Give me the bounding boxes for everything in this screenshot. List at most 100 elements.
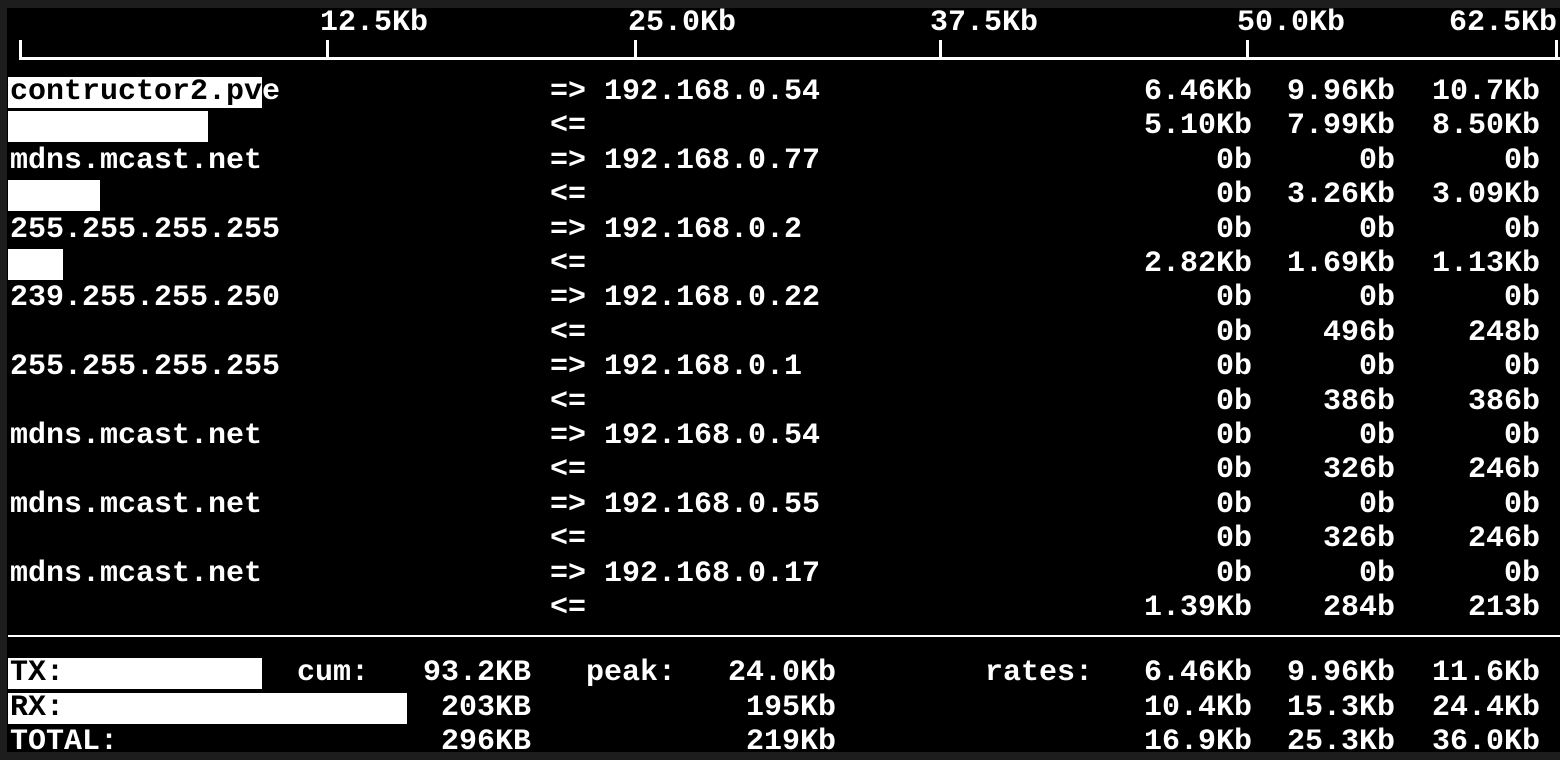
rate-10s: 0b [1358, 557, 1395, 591]
rate-10s: 0b [1358, 350, 1395, 384]
connection-row: mdns.mcast.net => 192.168.0.54 0b 0b 0b [0, 419, 1560, 454]
host-label: 255.255.255.255 [10, 350, 281, 384]
rate-2s: 0b [1215, 419, 1252, 453]
peer-ip: 192.168.0.55 [604, 488, 821, 522]
rate-40s: 213b [1467, 591, 1540, 625]
connection-row: 255.255.255.255 => 192.168.0.1 0b 0b 0b [0, 350, 1560, 385]
peer-ip: 192.168.0.22 [604, 281, 821, 315]
rate-2s: 0b [1215, 488, 1252, 522]
rate-40s: 36.0Kb [1431, 725, 1540, 759]
rate-10s: 0b [1358, 213, 1395, 247]
rate-2s: 5.10Kb [1143, 109, 1252, 143]
direction-arrow: => [550, 350, 587, 384]
rate-10s: 3.26Kb [1286, 178, 1395, 212]
rate-10s: 386b [1322, 385, 1395, 419]
peak-value: 195Kb [745, 691, 836, 725]
rate-40s: 1.13Kb [1431, 247, 1540, 281]
traffic-bar: contructor2.pve=>192.168.0.546.46Kb9.96K… [8, 77, 262, 108]
direction-arrow: => [550, 488, 587, 522]
rate-40s: 3.09Kb [1431, 178, 1540, 212]
rates-label: rates: [985, 656, 1094, 690]
rate-2s: 0b [1215, 522, 1252, 556]
rate-10s: 326b [1322, 453, 1395, 487]
connection-row: mdns.mcast.net => 192.168.0.55 0b 0b 0b [0, 488, 1560, 523]
scale-label: 50.0Kb [1237, 6, 1346, 40]
rate-10s: 25.3Kb [1286, 725, 1395, 759]
rate-10s: 7.99Kb [1286, 109, 1395, 143]
scale-label: 12.5Kb [320, 6, 429, 40]
direction-arrow: <= [550, 453, 587, 487]
terminal-background [7, 8, 1560, 752]
ruler-tick [634, 40, 637, 58]
rate-40s: 0b [1503, 350, 1540, 384]
host-label: mdns.mcast.net [10, 419, 263, 453]
cum-label: cum: [297, 656, 370, 690]
rate-40s: 0b [1503, 419, 1540, 453]
summary-row: RX:203KB195Kb10.4Kb15.3Kb24.4KbRX:203KB1… [0, 691, 1560, 726]
host-label: mdns.mcast.net [10, 557, 263, 591]
ruler-tick [939, 40, 942, 58]
rate-40s: 0b [1503, 144, 1540, 178]
host-label: 255.255.255.255 [10, 213, 281, 247]
rate-40s: 0b [1503, 488, 1540, 522]
direction-arrow: => [550, 213, 587, 247]
connection-row: contructor2.pve => 192.168.0.54 6.46Kb 9.96K… [0, 75, 1560, 110]
direction-arrow: <= [550, 591, 587, 625]
ruler-tick [19, 40, 22, 58]
rate-2s: 0b [1215, 213, 1252, 247]
rate-40s: 386b [1467, 385, 1540, 419]
rate-40s: 10.7Kb [1431, 75, 1540, 109]
peer-ip: 192.168.0.2 [604, 213, 803, 247]
peer-ip: 192.168.0.1 [604, 350, 803, 384]
scale-label: 25.0Kb [628, 6, 737, 40]
summary-separator-line [8, 635, 1560, 637]
connection-row: <= 0b 326b 246b [0, 522, 1560, 557]
peak-label: peak: [586, 656, 677, 690]
rate-2s: 0b [1215, 385, 1252, 419]
direction-arrow: <= [550, 522, 587, 556]
rate-2s: 1.39Kb [1143, 591, 1252, 625]
rate-2s: 6.46Kb [1143, 656, 1252, 690]
connection-row: 255.255.255.255 => 192.168.0.2 0b 0b 0b [0, 213, 1560, 248]
connection-row: <= 1.39Kb 284b 213b [0, 591, 1560, 626]
rate-40s: 0b [1503, 281, 1540, 315]
ruler-tick [1555, 40, 1558, 58]
cum-value: 93.2KB [422, 656, 531, 690]
rate-40s: 11.6Kb [1431, 656, 1540, 690]
connection-row: mdns.mcast.net => 192.168.0.17 0b 0b 0b [0, 557, 1560, 592]
summary-label: TX: [10, 658, 65, 689]
direction-arrow: => [550, 557, 587, 591]
rate-10s: 0b [1358, 144, 1395, 178]
rate-2s: 16.9Kb [1143, 725, 1252, 759]
scale-label: 62.5Kb [1449, 6, 1558, 40]
host-label: contructor2.pve [10, 77, 262, 108]
connection-row: <= 0b 326b 246b [0, 453, 1560, 488]
rate-40s: 24.4Kb [1431, 691, 1540, 725]
summary-traffic-bar: TX:cum:peak:rates:93.2KB24.0Kb6.46Kb9.96… [8, 658, 262, 689]
rate-40s: 246b [1467, 453, 1540, 487]
rate-2s: 0b [1215, 178, 1252, 212]
direction-arrow: => [550, 419, 587, 453]
peer-ip: 192.168.0.77 [604, 144, 821, 178]
connection-row: mdns.mcast.net => 192.168.0.77 0b 0b 0b [0, 144, 1560, 179]
rate-10s: 0b [1358, 419, 1395, 453]
rate-10s: 9.96Kb [1286, 75, 1395, 109]
ruler-tick [1246, 40, 1249, 58]
peer-ip: 192.168.0.54 [604, 75, 821, 109]
rate-10s: 326b [1322, 522, 1395, 556]
rate-2s: 6.46Kb [1143, 75, 1252, 109]
rate-40s: 0b [1503, 557, 1540, 591]
peak-value: 24.0Kb [727, 656, 836, 690]
rate-10s: 9.96Kb [1286, 656, 1395, 690]
connection-row: <= 0b 496b 248b [0, 316, 1560, 351]
rate-2s: 0b [1215, 453, 1252, 487]
cum-value: 203KB [391, 693, 407, 724]
